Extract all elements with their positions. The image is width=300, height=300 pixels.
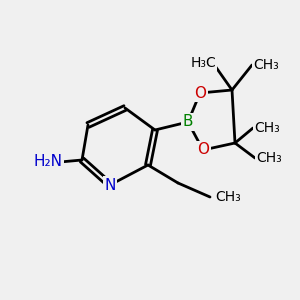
Text: CH₃: CH₃ xyxy=(215,190,241,204)
Text: CH₃: CH₃ xyxy=(253,58,279,72)
Text: B: B xyxy=(183,115,193,130)
Text: O: O xyxy=(194,85,206,100)
Text: CH₃: CH₃ xyxy=(254,121,280,135)
Text: O: O xyxy=(197,142,209,158)
Text: CH₃: CH₃ xyxy=(256,151,282,165)
Text: N: N xyxy=(104,178,116,193)
Text: H₃C: H₃C xyxy=(190,56,216,70)
Text: H₂N: H₂N xyxy=(34,154,62,169)
